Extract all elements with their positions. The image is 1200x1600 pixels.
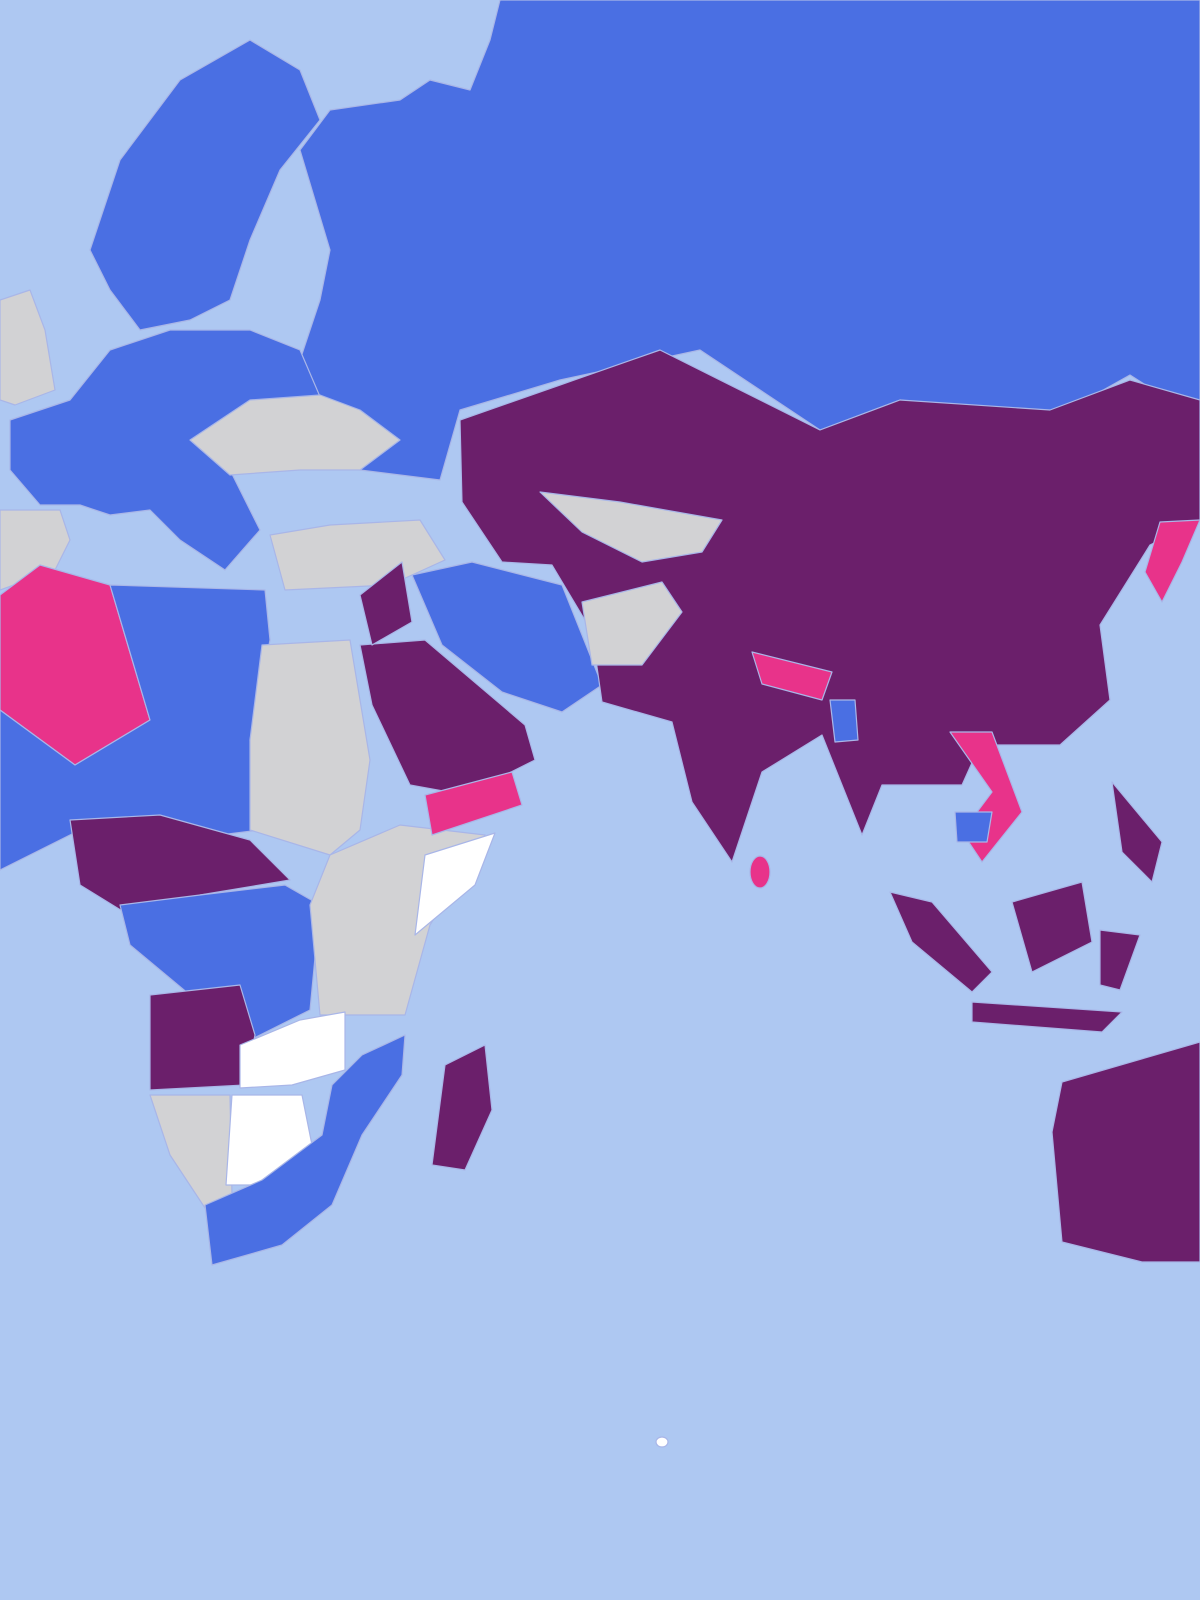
java [971,1001,1123,1033]
angola [149,984,256,1091]
south-africa [204,1034,406,1266]
somalia [414,832,496,936]
island [655,1436,669,1448]
north-korea [1144,519,1200,603]
nigeria-car [69,814,291,926]
sumatra [889,891,993,993]
iran [411,561,603,713]
borneo [1011,881,1093,973]
scandinavia [89,39,321,331]
australia [1051,1041,1200,1263]
yemen [424,771,523,836]
bangladesh [829,699,859,743]
afghanistan [581,581,683,666]
asia [459,349,1200,863]
uk [0,289,56,406]
zambia [239,1011,346,1089]
europe [9,329,331,571]
syria [359,561,413,646]
uzbekistan [539,491,723,563]
sri-lanka [749,855,771,889]
philippines [1111,781,1163,883]
madagascar [431,1044,493,1171]
cambodia [954,811,993,843]
egypt-sudan [249,639,371,856]
sulawesi [1099,929,1141,991]
nepal [751,651,833,701]
central-africa [119,884,321,1041]
ukraine [189,394,401,476]
